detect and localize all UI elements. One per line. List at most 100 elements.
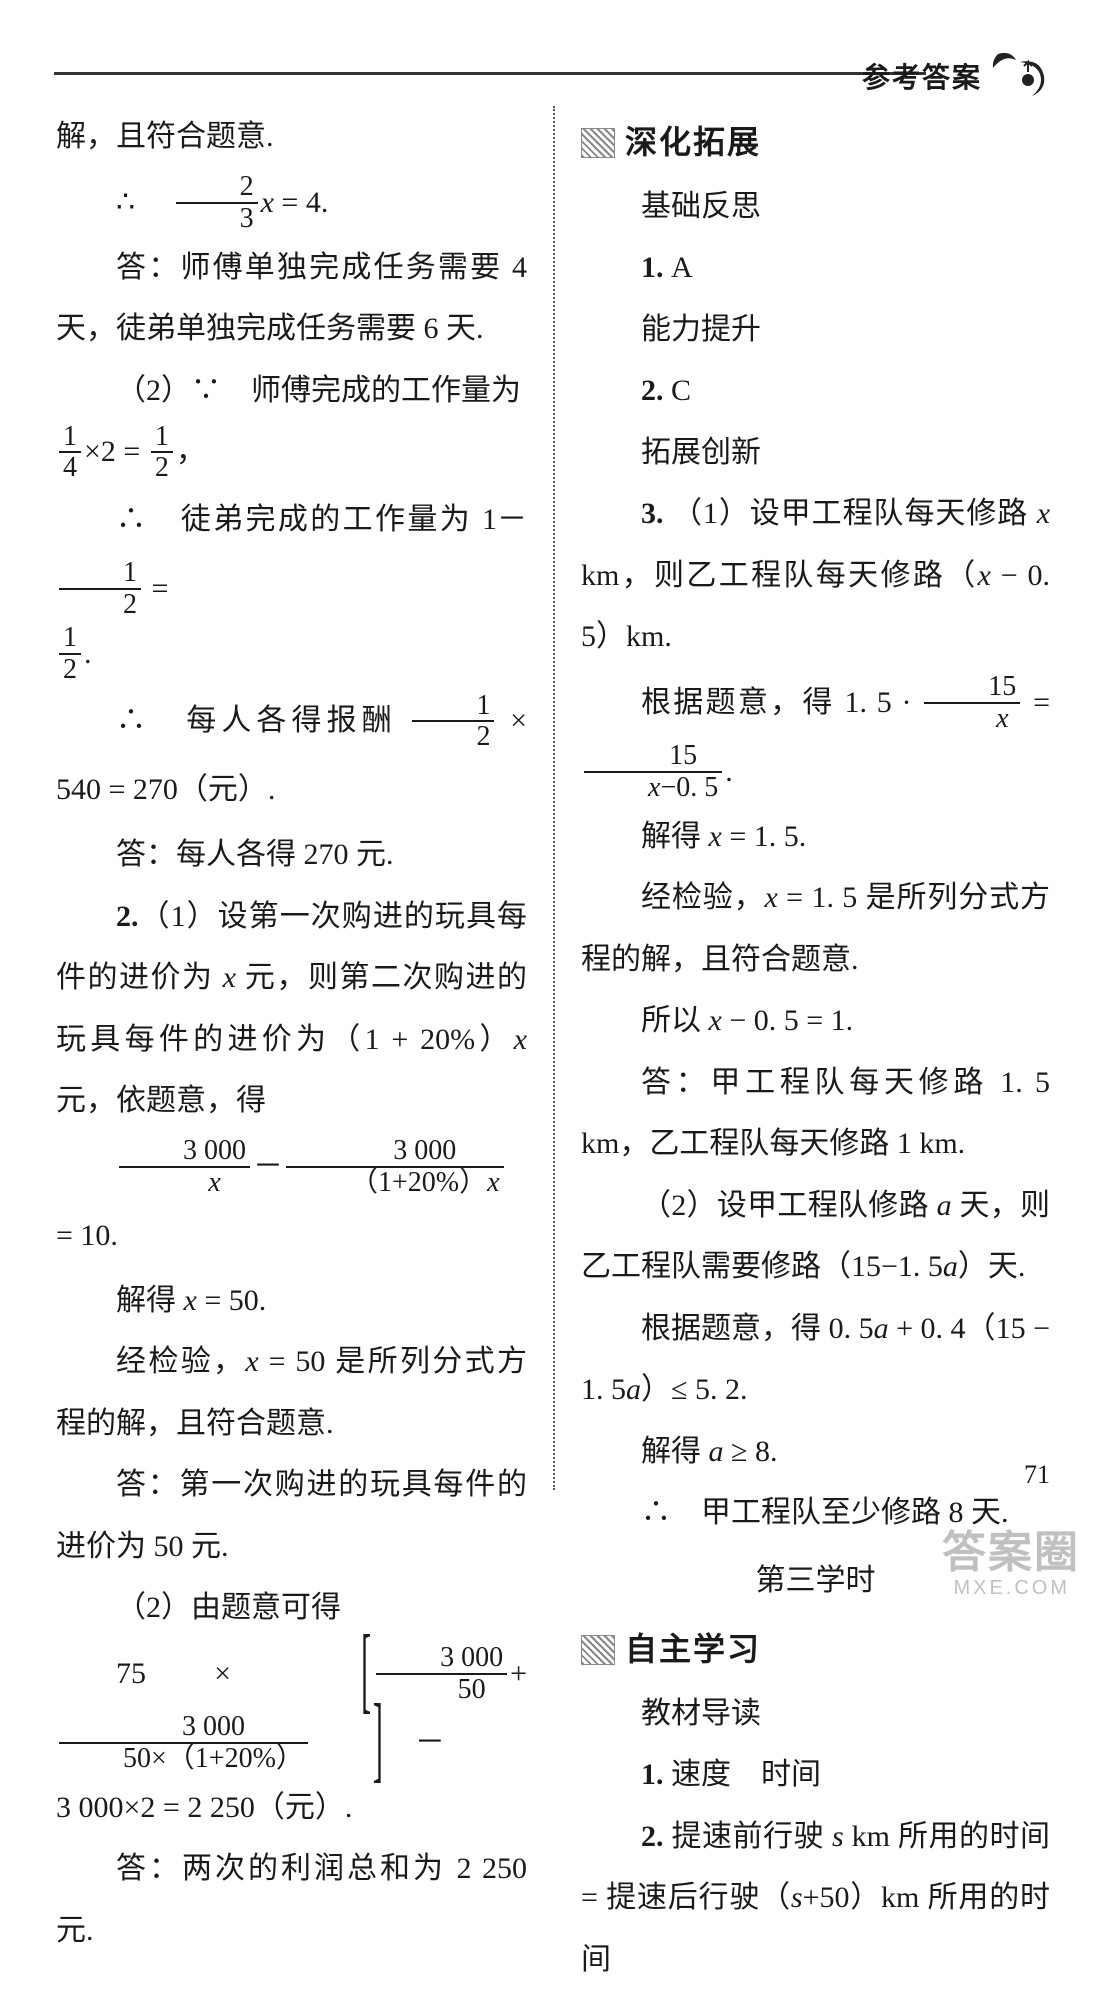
text: （2）由题意可得: [56, 1577, 527, 1639]
fraction: 12: [151, 422, 173, 483]
hatch-icon: [581, 1635, 615, 1665]
equation: ∴ 徒弟完成的工作量为 1－12 =: [56, 485, 527, 623]
text: （2）设甲工程队修路 a 天，则乙工程队需要修路（15−1. 5a）天.: [581, 1175, 1050, 1298]
num: 2: [176, 172, 258, 201]
page-number: 71: [1024, 1460, 1050, 1490]
lead: 2.: [641, 374, 671, 407]
var: a: [937, 1189, 952, 1222]
text: 所以 x − 0. 5 = 1.: [581, 990, 1050, 1052]
fraction: 12: [412, 691, 494, 752]
var: x: [245, 1345, 258, 1378]
text: +: [510, 1657, 527, 1690]
subheading: 基础反思: [581, 176, 1050, 238]
text: =: [144, 572, 168, 605]
text: − 0. 5 = 1.: [722, 1004, 853, 1037]
fraction: 3 000（1+20%）x: [286, 1136, 504, 1197]
text: =: [1023, 686, 1050, 719]
var: x: [978, 559, 991, 592]
text: ≥ 8.: [724, 1435, 778, 1468]
den: 2: [59, 590, 141, 619]
fraction: 2 3: [176, 172, 258, 233]
den: 2: [412, 722, 494, 751]
num: 3 000: [119, 1136, 250, 1165]
var: x: [709, 1004, 722, 1037]
var: x: [1037, 497, 1050, 530]
text: （2）∵ 师傅完成的工作量为: [56, 360, 527, 422]
var: x: [184, 1284, 197, 1317]
answer: 2. C: [581, 360, 1050, 422]
text: 所以: [641, 1004, 709, 1037]
text: 速度 时间: [671, 1758, 821, 1791]
equation: 3 000x－3 000（1+20%）x = 10.: [56, 1132, 527, 1270]
text: 3. （1）设甲工程队每天修路 x km，则乙工程队每天修路（x − 0. 5）…: [581, 483, 1050, 668]
text: 答：每人各得 270 元.: [56, 824, 527, 886]
num: 1: [151, 422, 173, 451]
fraction: 3 000 50×（1+20%）: [59, 1712, 308, 1773]
num: 1: [59, 422, 81, 451]
var: a: [874, 1312, 889, 1345]
site-watermark: MXE.COM: [953, 1577, 1070, 1600]
var: x: [487, 1167, 499, 1198]
num: 1: [59, 558, 141, 587]
fraction: 12: [59, 623, 81, 684]
text: = 10.: [56, 1219, 118, 1252]
lead: 3.: [641, 497, 672, 530]
text: −0. 5: [660, 772, 718, 803]
text: 根据题意，得 0. 5a + 0. 4（15 − 1. 5a）≤ 5. 2.: [581, 1298, 1050, 1421]
text: 解得 x = 1. 5.: [581, 806, 1050, 868]
fraction: 3 000 50: [376, 1643, 507, 1704]
text: 经检验，x = 50 是所列分式方程的解，且符合题意.: [56, 1331, 527, 1454]
answer: 1. A: [581, 237, 1050, 299]
den: 50: [394, 1675, 490, 1704]
page: 参考答案 SCHOOL 解，且符合题意. ∴ 2 3 x = 4.: [0, 0, 1106, 1600]
subheading: 教材导读: [581, 1683, 1050, 1745]
num: 3 000: [376, 1643, 507, 1672]
text: 解得: [641, 1435, 709, 1468]
text: = 1. 5.: [722, 820, 806, 853]
title-text: 深化拓展: [625, 110, 761, 176]
header-label: 参考答案: [862, 56, 982, 96]
num: 3 000: [118, 1712, 249, 1741]
text: 根据题意，得 0. 5: [641, 1312, 874, 1345]
equation: 根据题意，得 1. 5 · 15x = 15x−0. 5.: [581, 668, 1050, 806]
var: x: [223, 961, 236, 994]
header-rule: [54, 72, 926, 75]
text: 解得: [641, 820, 709, 853]
den: 50×（1+20%）: [59, 1744, 308, 1773]
subheading: 拓展创新: [581, 422, 1050, 484]
equation: 12.: [56, 623, 527, 687]
text: km，则乙工程队每天修路（: [581, 559, 978, 592]
title-text: 自主学习: [625, 1617, 761, 1683]
num: 3 000: [329, 1136, 460, 1165]
equation: 75 × [3 00050+3 00050×（1+20%）] －: [56, 1639, 527, 1777]
text: －: [253, 1150, 283, 1183]
content-columns: 解，且符合题意. ∴ 2 3 x = 4. 答：师傅单独完成任务需要 4 天，徒…: [56, 106, 1050, 1490]
text: 解，且符合题意.: [56, 106, 527, 168]
var: a: [709, 1435, 724, 1468]
text: 答：第一次购进的玩具每件的进价为 50 元.: [56, 1454, 527, 1577]
text: （1+20%）: [350, 1167, 487, 1198]
den: 2: [59, 655, 81, 684]
answer: 2. 提速前行驶 s km 所用的时间 = 提速后行驶（s+50）km 所用的时…: [581, 1806, 1050, 1990]
left-column: 解，且符合题意. ∴ 2 3 x = 4. 答：师傅单独完成任务需要 4 天，徒…: [56, 106, 553, 1490]
var: a: [626, 1373, 641, 1406]
den: 2: [151, 453, 173, 482]
right-column: 深化拓展 基础反思 1. A 能力提升 2. C 拓展创新 3. （1）设甲工程…: [553, 106, 1050, 1490]
var: s: [832, 1820, 844, 1853]
answer: 1. 速度 时间: [581, 1744, 1050, 1806]
watermark: 答案圈: [942, 1516, 1080, 1580]
var: x: [709, 820, 722, 853]
den: 4: [59, 453, 81, 482]
text: 答：师傅单独完成任务需要 4 天，徒弟单独完成任务需要 6 天.: [56, 237, 527, 360]
subheading: 能力提升: [581, 299, 1050, 361]
header-right: 参考答案 SCHOOL: [862, 50, 1050, 102]
equation: ∴ 每人各得报酬 12 × 540 = 270（元）.: [56, 686, 527, 824]
hatch-icon: [581, 128, 615, 158]
text: 75 ×: [116, 1657, 299, 1690]
num: 15: [924, 672, 1020, 701]
den: 3: [176, 204, 258, 233]
text: = 50.: [197, 1284, 266, 1317]
den: x: [144, 1168, 224, 1197]
text: －: [385, 1726, 445, 1759]
text: 解得: [116, 1284, 184, 1317]
